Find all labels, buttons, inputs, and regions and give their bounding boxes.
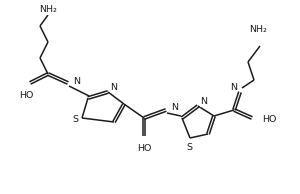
Text: HO: HO bbox=[137, 144, 151, 153]
Text: N: N bbox=[200, 98, 207, 107]
Text: N: N bbox=[73, 76, 80, 86]
Text: N: N bbox=[110, 83, 117, 93]
Text: S: S bbox=[186, 143, 192, 152]
Text: N: N bbox=[230, 83, 237, 93]
Text: S: S bbox=[72, 115, 78, 125]
Text: N: N bbox=[171, 104, 178, 113]
Text: NH₂: NH₂ bbox=[39, 5, 57, 15]
Text: NH₂: NH₂ bbox=[249, 25, 267, 35]
Text: HO: HO bbox=[19, 91, 33, 100]
Text: HO: HO bbox=[262, 115, 276, 125]
